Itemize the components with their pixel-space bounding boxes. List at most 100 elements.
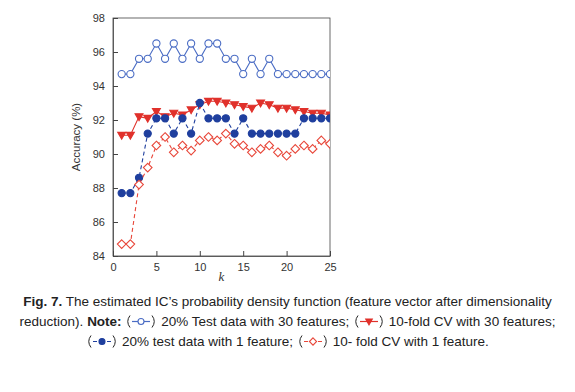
point (188, 130, 195, 137)
plot-area (117, 40, 330, 249)
point (135, 180, 144, 189)
point (317, 136, 326, 145)
point (143, 163, 152, 172)
series-line (122, 44, 330, 75)
point (318, 71, 325, 78)
y-axis-title: Accuracy (%) (70, 103, 82, 172)
tick-mark (113, 154, 118, 155)
point (309, 71, 316, 78)
space (349, 314, 353, 329)
series (118, 40, 330, 78)
legend-paren (113, 336, 115, 348)
point (144, 115, 152, 122)
tick-mark (330, 251, 331, 256)
tick: 25 (324, 251, 336, 273)
tick-mark (113, 86, 118, 87)
legend-entry: 10-fold CV with 30 features (389, 314, 552, 329)
tick-label: 98 (93, 12, 105, 24)
point (222, 55, 229, 62)
point (127, 71, 134, 78)
point (300, 71, 307, 78)
point (153, 115, 160, 122)
tick-label: 0 (110, 261, 116, 273)
point (274, 105, 282, 112)
point (274, 71, 281, 78)
tick: 86 (93, 216, 118, 228)
point (169, 148, 178, 157)
tick-mark (156, 251, 157, 256)
series-line (122, 134, 330, 245)
point (179, 115, 186, 122)
point (248, 130, 255, 137)
legend-icon (125, 315, 157, 328)
point (144, 55, 151, 62)
point (170, 110, 178, 117)
point (205, 115, 212, 122)
point (318, 115, 325, 122)
point (266, 55, 273, 62)
point (326, 115, 330, 122)
tick-label: 5 (154, 261, 160, 273)
tick-label: 20 (281, 261, 293, 273)
point (213, 136, 222, 145)
legend-entry: 20% test data with 1 feature (122, 334, 289, 349)
series (117, 129, 330, 248)
point (231, 55, 238, 62)
tick-label: 84 (93, 250, 105, 262)
legend-punctuation: ; (346, 314, 350, 329)
axis-line (114, 256, 331, 257)
tick-mark (200, 251, 201, 256)
space (122, 314, 126, 329)
tick-label: 94 (93, 80, 105, 92)
figure-label: Fig. 7. (23, 294, 62, 309)
point (240, 71, 247, 78)
tick-label: 10 (194, 261, 206, 273)
tick: 20 (281, 251, 293, 273)
point (248, 105, 256, 112)
tick-label: 90 (93, 148, 105, 160)
point (326, 71, 330, 78)
tick: 88 (93, 182, 118, 194)
tick: 98 (93, 12, 118, 24)
legend-marker (366, 319, 373, 325)
point (152, 141, 161, 150)
legend-icon (297, 335, 329, 348)
point (291, 107, 299, 114)
legend-paren (300, 336, 302, 348)
chart-svg: 05101520258486889092949698kAccuracy (%) (0, 0, 575, 290)
legend-punctuation: ; (552, 314, 556, 329)
legend-paren (152, 316, 154, 328)
point (204, 133, 213, 142)
point (118, 132, 126, 139)
tick: 96 (93, 46, 118, 58)
point (222, 115, 229, 122)
point (187, 107, 195, 114)
legend-entry: 10- fold CV with 1 feature (333, 334, 485, 349)
legend-paren (324, 336, 326, 348)
legend-paren (380, 316, 382, 328)
point (265, 102, 273, 109)
point (257, 71, 264, 78)
tick: 5 (154, 251, 160, 273)
point (291, 145, 300, 154)
point (231, 102, 239, 109)
legend-marker (138, 319, 144, 325)
space (62, 294, 66, 309)
point (127, 190, 134, 197)
point (292, 130, 299, 137)
point (240, 115, 247, 122)
legend-icon (86, 335, 118, 348)
point (205, 98, 213, 105)
legend-entry: 20% Test data with 30 features (161, 314, 345, 329)
series (118, 99, 330, 196)
point (161, 55, 168, 62)
tick-mark (113, 52, 118, 53)
tick-mark (113, 188, 118, 189)
point (292, 71, 299, 78)
point (170, 130, 177, 137)
point (283, 130, 290, 137)
tick: 92 (93, 114, 118, 126)
tick: 10 (194, 251, 206, 273)
point (282, 151, 291, 160)
tick-mark (113, 222, 118, 223)
